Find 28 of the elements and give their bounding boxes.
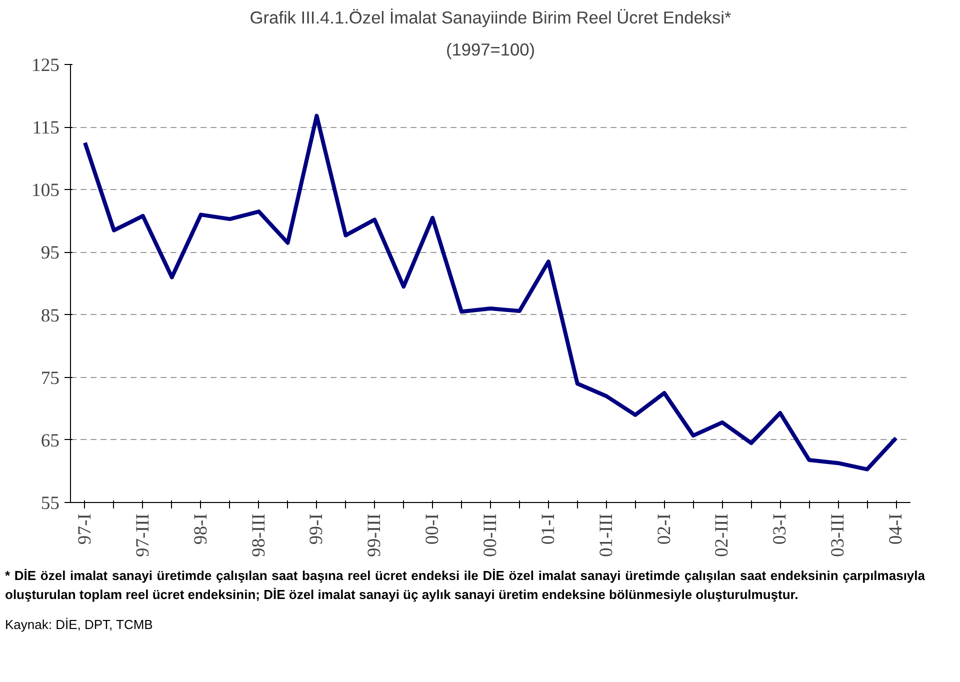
x-tick-label: 01-III bbox=[596, 513, 617, 558]
x-tick-label: 02-III bbox=[712, 513, 733, 558]
y-tick-label: 115 bbox=[32, 118, 60, 139]
y-tick-label: 95 bbox=[40, 242, 60, 264]
y-tick-label: 125 bbox=[32, 55, 60, 76]
x-tick-label: 02-I bbox=[654, 513, 675, 545]
x-tick-label: 98-III bbox=[248, 513, 270, 558]
y-tick-label: 75 bbox=[40, 368, 60, 389]
y-tick-label: 55 bbox=[40, 493, 60, 514]
x-tick-label: 03-III bbox=[828, 513, 849, 558]
y-tick-label: 105 bbox=[32, 180, 60, 202]
x-tick-label: 98-I bbox=[190, 513, 212, 545]
y-tick-label: 65 bbox=[40, 430, 60, 452]
chart-title: Grafik III.4.1.Özel İmalat Sanayiinde Birim Reel Ücret Endeksi* bbox=[250, 8, 732, 28]
x-tick-label: 00-III bbox=[480, 513, 501, 558]
x-tick-label: 03-I bbox=[770, 513, 791, 545]
x-tick-label: 97-III bbox=[132, 513, 154, 558]
text: Kaynak: DİE, DPT, TCMB bbox=[5, 616, 153, 634]
x-tick-label: 04-I bbox=[886, 513, 907, 545]
x-tick-label: 97-I bbox=[74, 513, 96, 545]
chart-subtitle: (1997=100) bbox=[446, 40, 536, 60]
x-tick-label: 00-I bbox=[422, 513, 444, 545]
line-series bbox=[82, 114, 898, 472]
x-tick-label: 01-I bbox=[538, 513, 559, 545]
text: * DİE özel imalat sanayi üretimde çalışılan saat başına reel ücret endeksi ile DİE özel imalat sanayi üretimde çalışılan saat endeksinin çarpılmasıyla oluşturulan toplam reel ücret endeksinin; DİE özel imalat sanayi üç aylık sanayi üretim endeksine bölünmesiyle oluşturulmuştur. bbox=[5, 567, 925, 604]
x-tick-label: 99-I bbox=[306, 513, 328, 545]
x-tick-label: 99-III bbox=[364, 513, 386, 558]
y-tick-label: 85 bbox=[40, 305, 60, 326]
